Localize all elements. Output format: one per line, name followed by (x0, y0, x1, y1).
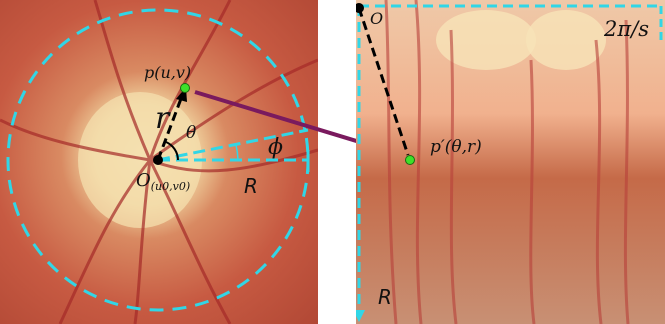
bright-region-2 (526, 10, 606, 70)
right-R-label: R (378, 285, 392, 309)
p-prime-vector (357, 7, 410, 156)
point-p-prime-label: p′(θ,r) (430, 137, 482, 157)
bright-region-1 (436, 10, 536, 70)
theta-symbol: θ (186, 123, 196, 143)
retinal-vessels (0, 0, 318, 324)
point-p (180, 83, 190, 93)
origin-point (153, 155, 163, 165)
right-origin-point (356, 3, 364, 13)
unwrapped-image-panel: O p′(θ,r) 2π/s R (356, 0, 665, 324)
period-label: 2π/s (603, 17, 649, 41)
fundus-image-panel: p(u,v) r θ ϕ O(u0,v0) R (0, 0, 318, 324)
R-label: R (244, 174, 258, 198)
r-symbol: r (155, 101, 171, 136)
theta-arc (165, 141, 179, 161)
point-p-prime (405, 155, 415, 165)
r-vector (156, 95, 184, 161)
right-origin-label: O (370, 9, 383, 28)
point-p-label: p(u,v) (144, 63, 191, 82)
polar-unwrapped-diagram: O p′(θ,r) 2π/s R (356, 0, 665, 324)
fundus-polar-diagram: p(u,v) r θ ϕ O(u0,v0) R (0, 0, 318, 324)
origin-label: O(u0,v0) (136, 170, 190, 193)
phi-symbol: ϕ (268, 135, 283, 160)
left-axis-arrowhead (356, 310, 365, 322)
unwrapped-vessels (384, 0, 630, 324)
